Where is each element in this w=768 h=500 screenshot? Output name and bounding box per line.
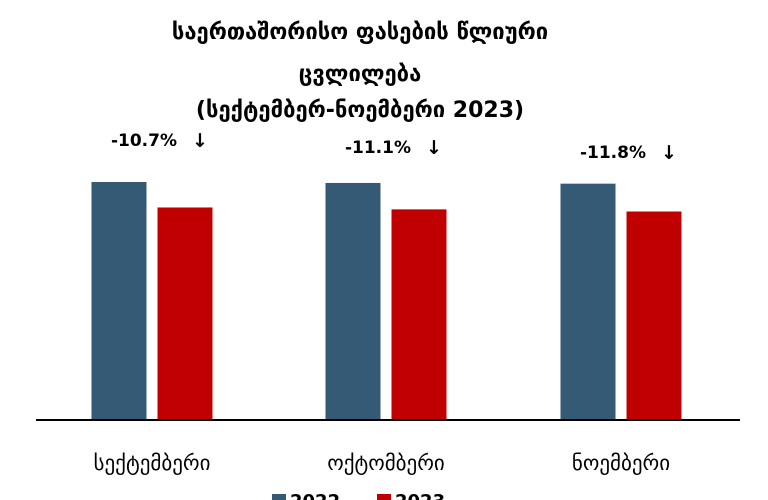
legend-swatch-2022	[272, 494, 286, 500]
down-arrow-icon: ↓	[661, 142, 677, 164]
chart-title-line-3: (სექტემბერ-ნოემბერი 2023)	[195, 98, 525, 123]
change-annotation-3: -11.8%	[580, 143, 646, 163]
bar-2022-1	[91, 182, 147, 420]
chart-title-line-2: ცვლილება	[298, 62, 422, 87]
legend-swatch-2023	[377, 494, 391, 500]
category-label-1: სექტემბერი	[94, 451, 211, 475]
legend-label-2023: 2023	[395, 491, 445, 500]
bar-2023-2	[391, 209, 447, 420]
bar-2022-2	[325, 182, 381, 420]
category-label-2: ოქტომბერი	[327, 451, 445, 475]
chart-title-line-1: საერთაშორისო ფასების წლიური	[171, 20, 549, 45]
down-arrow-icon: ↓	[192, 130, 208, 152]
change-annotation-2: -11.1%	[345, 138, 411, 158]
down-arrow-icon: ↓	[426, 137, 442, 159]
category-label-3: ნოემბერი	[572, 451, 670, 475]
change-annotation-1: -10.7%	[111, 131, 177, 151]
bar-2023-3	[626, 211, 682, 420]
bar-2023-1	[157, 207, 213, 420]
bar-2022-3	[560, 183, 616, 420]
legend-label-2022: 2022	[290, 491, 340, 500]
